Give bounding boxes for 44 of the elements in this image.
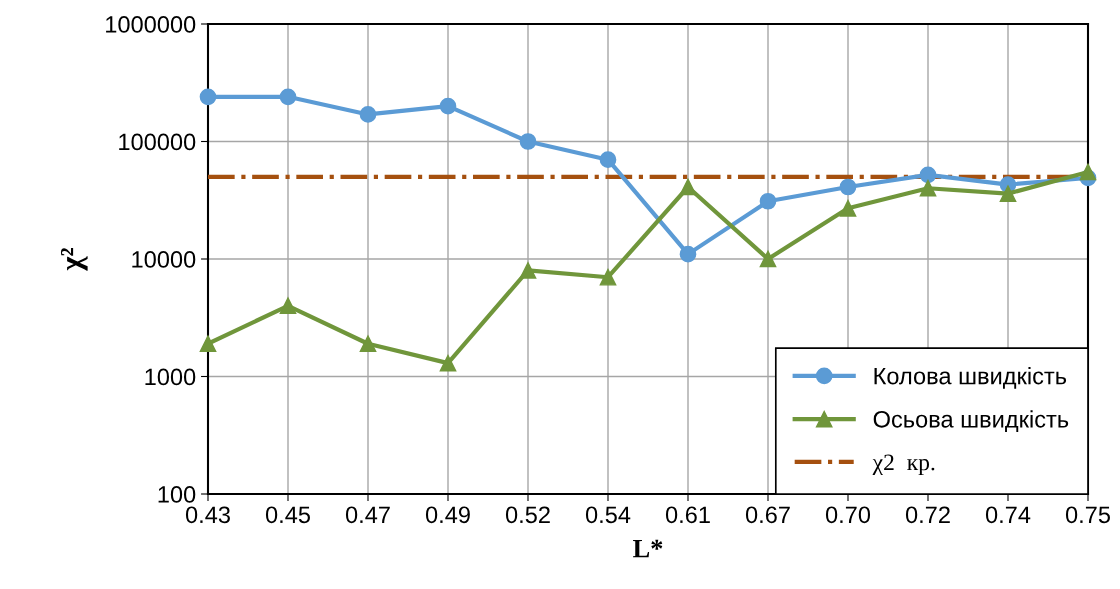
point bbox=[439, 97, 457, 115]
point bbox=[519, 133, 537, 150]
point bbox=[199, 335, 217, 353]
y-tick-label: 100000 bbox=[119, 133, 196, 151]
point bbox=[359, 106, 377, 123]
point bbox=[359, 335, 377, 353]
point bbox=[599, 151, 617, 169]
x-tick-label: 0.47 bbox=[345, 506, 390, 524]
point bbox=[759, 250, 777, 268]
point bbox=[919, 179, 937, 197]
point bbox=[199, 88, 217, 106]
point bbox=[1079, 163, 1097, 181]
x-tick-label: 0.43 bbox=[185, 506, 230, 524]
point bbox=[599, 268, 617, 286]
point bbox=[919, 166, 937, 184]
point bbox=[519, 262, 537, 279]
legend-label: Осьова швидкість bbox=[873, 410, 1069, 433]
x-axis-title: L* bbox=[633, 539, 663, 558]
point bbox=[439, 354, 457, 372]
y-tick-label: 100 bbox=[158, 486, 196, 503]
y-axis-title: χ² bbox=[60, 248, 88, 271]
point bbox=[839, 199, 857, 217]
x-tick-label: 0.54 bbox=[585, 506, 631, 524]
point bbox=[999, 185, 1017, 202]
x-tick-label: 0.49 bbox=[425, 506, 470, 524]
x-tick-label: 0.72 bbox=[905, 506, 950, 524]
point bbox=[279, 88, 297, 106]
x-tick-label: 0.52 bbox=[505, 506, 550, 524]
point bbox=[679, 178, 697, 196]
y-tick-label: 1000000 bbox=[106, 16, 196, 33]
x-tick-label: 0.61 bbox=[665, 506, 710, 524]
legend-label: χ2 кр. bbox=[872, 454, 935, 476]
point bbox=[759, 192, 777, 210]
legend-label: Колова швидкість bbox=[874, 367, 1067, 389]
x-tick-label: 0.74 bbox=[985, 506, 1031, 524]
point bbox=[279, 297, 297, 315]
x-tick-label: 0.67 bbox=[745, 506, 790, 524]
y-tick-label: 1000 bbox=[145, 368, 196, 386]
point bbox=[839, 178, 857, 196]
point bbox=[679, 245, 697, 263]
x-tick-label: 0.75 bbox=[1065, 506, 1110, 524]
x-tick-label: 0.45 bbox=[265, 506, 310, 524]
x-tick-label: 0.70 bbox=[825, 506, 871, 524]
y-tick-label: 10000 bbox=[132, 251, 196, 268]
